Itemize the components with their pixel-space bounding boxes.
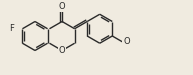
- Text: F: F: [10, 24, 14, 33]
- Text: O: O: [59, 46, 65, 55]
- Text: O: O: [59, 2, 65, 11]
- Text: O: O: [123, 37, 130, 46]
